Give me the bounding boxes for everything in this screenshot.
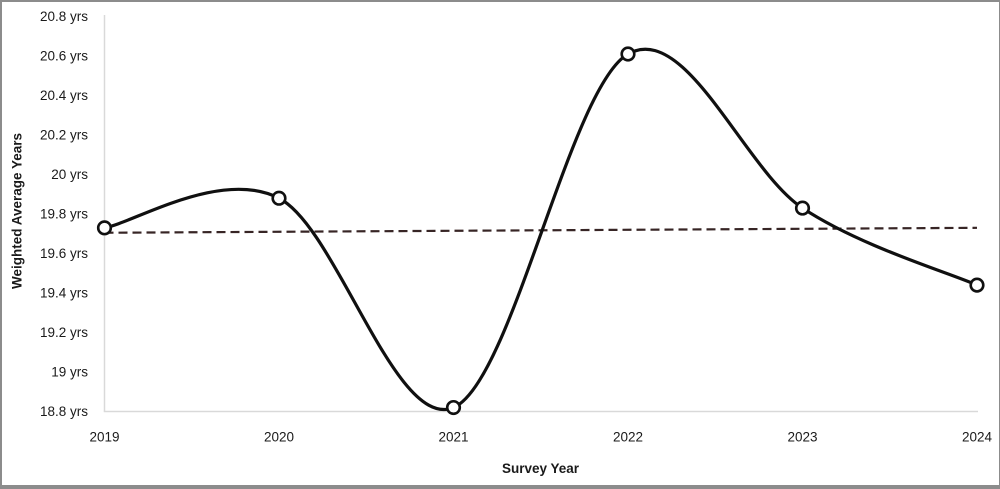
x-tick-label: 2019 — [89, 430, 119, 445]
y-tick-label: 20.6 yrs — [40, 49, 88, 64]
y-tick-label: 20.4 yrs — [40, 88, 88, 103]
data-point-2020 — [271, 190, 287, 206]
y-tick-label: 18.8 yrs — [40, 404, 88, 419]
x-axis-title: Survey Year — [501, 461, 580, 476]
data-point-2022 — [620, 46, 636, 62]
y-tick-label: 19.2 yrs — [40, 325, 88, 340]
data-point-2019 — [96, 220, 113, 236]
x-tick-label: 2024 — [962, 430, 993, 445]
y-tick-label: 19.6 yrs — [40, 246, 88, 261]
x-tick-label: 2020 — [264, 430, 294, 445]
data-point-2024 — [969, 277, 985, 293]
y-tick-label: 19.8 yrs — [40, 207, 88, 222]
y-tick-label: 20.2 yrs — [40, 128, 88, 143]
data-point-2023 — [794, 200, 811, 216]
x-tick-label: 2022 — [613, 430, 643, 445]
data-point-2021 — [445, 399, 462, 416]
y-tick-label: 20.8 yrs — [40, 9, 88, 24]
y-tick-label: 20 yrs — [51, 167, 88, 182]
x-tick-label: 2021 — [438, 430, 468, 445]
y-tick-label: 19.4 yrs — [40, 286, 88, 301]
y-tick-label: 19 yrs — [51, 365, 88, 380]
x-tick-label: 2023 — [787, 430, 817, 445]
